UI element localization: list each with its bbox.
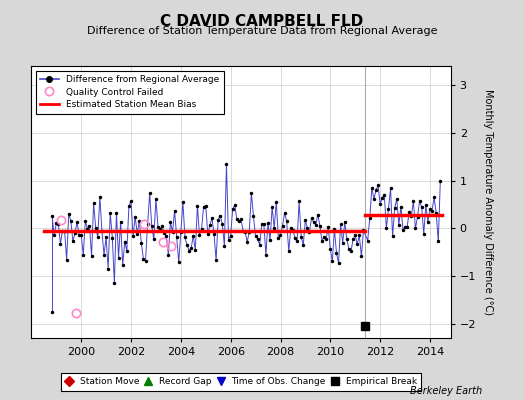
Legend: Station Move, Record Gap, Time of Obs. Change, Empirical Break: Station Move, Record Gap, Time of Obs. C… <box>61 372 421 391</box>
Y-axis label: Monthly Temperature Anomaly Difference (°C): Monthly Temperature Anomaly Difference (… <box>483 89 493 315</box>
Text: Berkeley Earth: Berkeley Earth <box>410 386 482 396</box>
Text: Difference of Station Temperature Data from Regional Average: Difference of Station Temperature Data f… <box>87 26 437 36</box>
Text: C DAVID CAMPBELL FLD: C DAVID CAMPBELL FLD <box>160 14 364 29</box>
